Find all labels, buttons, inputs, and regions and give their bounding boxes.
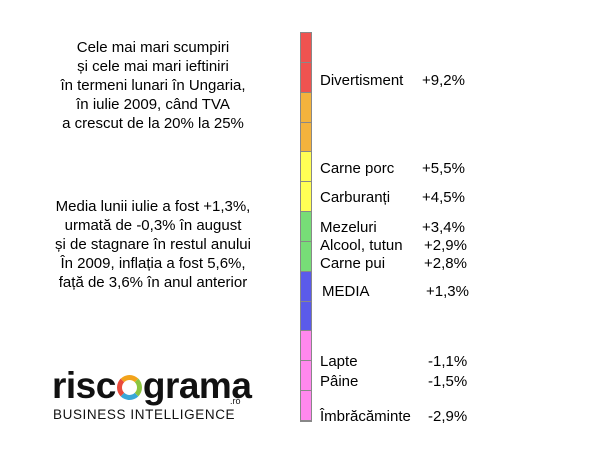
category-label: Carne porc (320, 160, 395, 177)
scale-segment (301, 361, 311, 392)
chart-title: Cele mai mari scumpiri și cele mai mari … (18, 38, 288, 133)
value-label: +9,2% (422, 72, 465, 89)
scale-segment (301, 152, 311, 183)
value-label: -2,9% (428, 408, 468, 425)
value-label: +1,3% (426, 283, 469, 300)
value-label: +2,8% (424, 255, 467, 272)
category-label: Lapte (320, 353, 358, 370)
scale-segment (301, 182, 311, 213)
scale-segment (301, 122, 311, 153)
summary-note: Media lunii iulie a fost +1,3%, urmată d… (18, 197, 288, 292)
value-label: +2,9% (424, 237, 467, 254)
scale-segment (301, 301, 311, 332)
note-line: și de stagnare în restul anului (55, 236, 251, 253)
value-label: -1,1% (428, 353, 468, 370)
value-label: +3,4% (422, 219, 465, 236)
logo: risc grama .ro BUSINESS INTELLIGENCE (52, 367, 252, 427)
logo-tagline: BUSINESS INTELLIGENCE (53, 407, 236, 422)
scale-segment (301, 271, 311, 302)
scale-segment (301, 331, 311, 362)
logo-wordmark: risc grama (52, 365, 252, 406)
scale-segment (301, 62, 311, 93)
logo-suffix: .ro (230, 396, 241, 406)
scale-segment (301, 391, 311, 421)
scale-segment (301, 212, 311, 242)
title-line: în iulie 2009, când TVA (76, 96, 230, 113)
category-label: Alcool, tutun (320, 237, 403, 254)
logo-word-left: risc (52, 365, 116, 406)
logo-word-right: grama (142, 365, 252, 406)
value-label: -1,5% (428, 373, 468, 390)
note-line: față de 3,6% în anul anterior (58, 274, 248, 291)
category-label: Mezeluri (320, 219, 377, 236)
category-label: MEDIA (322, 283, 370, 300)
scale-segment (301, 92, 311, 123)
note-line: urmată de -0,3% în august (64, 217, 242, 234)
value-label: +4,5% (422, 189, 465, 206)
category-label: Pâine (320, 373, 359, 390)
color-scale-bar (300, 32, 312, 422)
note-line: Media lunii iulie a fost +1,3%, (55, 198, 251, 215)
title-line: în termeni lunari în Ungaria, (60, 77, 246, 94)
category-label: Divertisment (320, 72, 404, 89)
category-label: Îmbrăcăminte (320, 408, 411, 425)
value-label: +5,5% (422, 160, 465, 177)
title-line: și cele mai mari ieftiniri (77, 58, 229, 75)
logo-ring-icon (116, 375, 142, 400)
scale-segment (301, 33, 311, 63)
category-label: Carne pui (320, 255, 386, 272)
title-line: Cele mai mari scumpiri (76, 39, 230, 56)
category-label: Carburanți (320, 189, 391, 206)
title-line: a crescut de la 20% la 25% (62, 115, 244, 132)
note-line: În 2009, inflația a fost 5,6%, (60, 255, 246, 272)
scale-segment (301, 241, 311, 272)
